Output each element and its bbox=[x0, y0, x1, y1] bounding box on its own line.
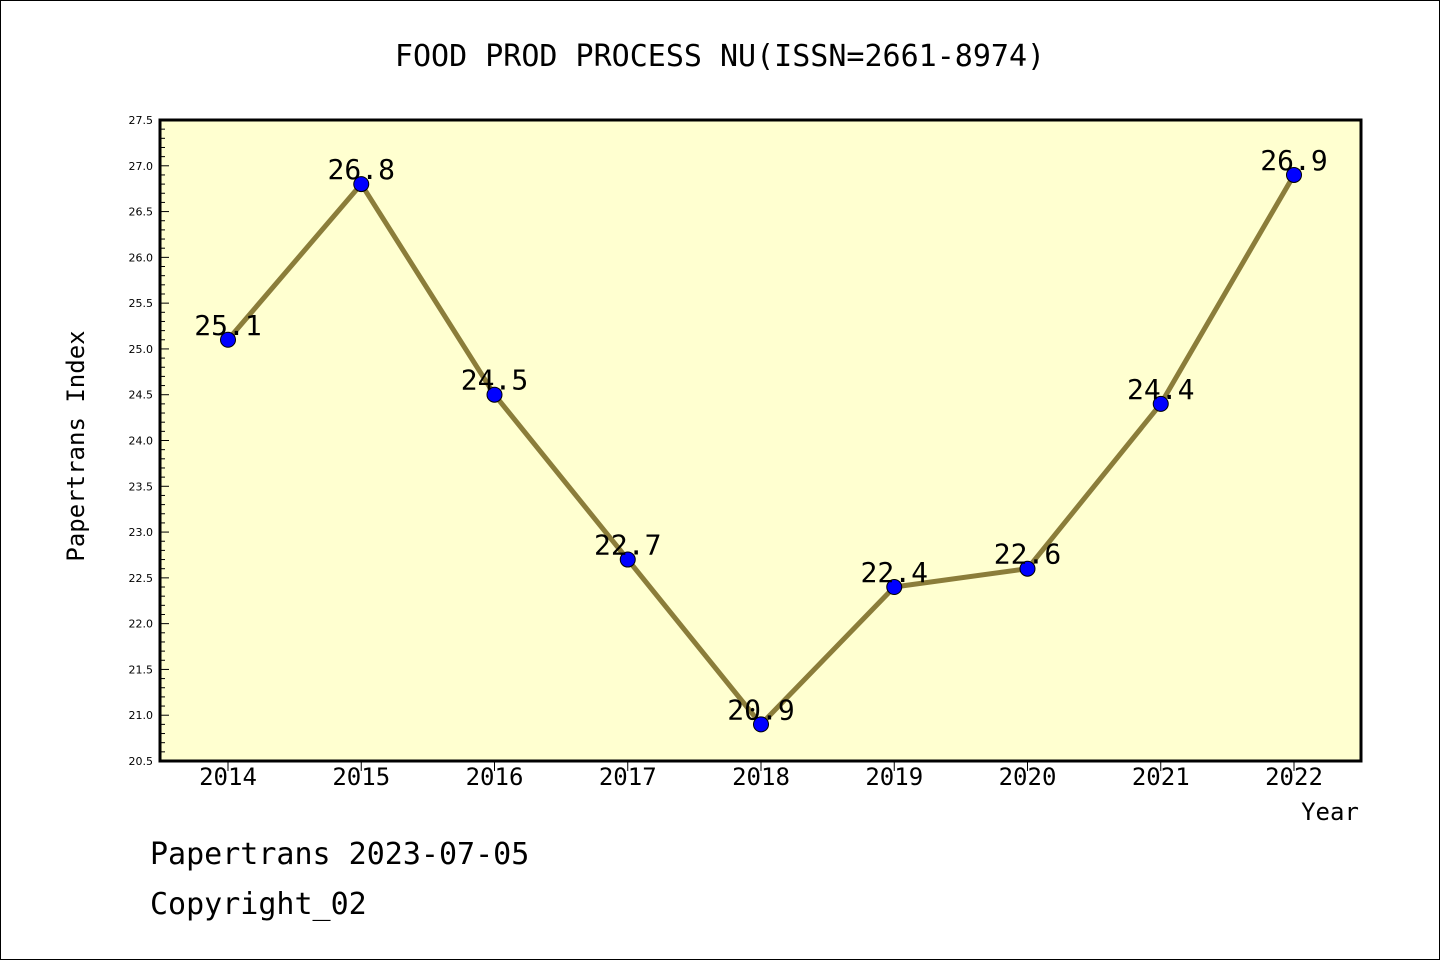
x-tick-label: 2018 bbox=[732, 763, 790, 791]
x-tick-label: 2017 bbox=[599, 763, 657, 791]
y-tick-label: 22.0 bbox=[129, 618, 154, 631]
y-tick-label: 21.0 bbox=[129, 709, 154, 722]
y-tick-label: 25.0 bbox=[129, 343, 154, 356]
data-label: 26.9 bbox=[1260, 144, 1327, 177]
x-axis: 2014 2015 2016 2017 2018 2019 2020 2021 2022 bbox=[199, 761, 1323, 791]
data-label: 22.4 bbox=[861, 556, 928, 589]
footer-date: Papertrans 2023-07-05 bbox=[150, 837, 529, 872]
chart-title: FOOD PROD PROCESS NU(ISSN=2661-8974) bbox=[395, 39, 1045, 74]
y-tick-label: 21.5 bbox=[129, 663, 154, 676]
y-tick-label: 24.0 bbox=[129, 435, 154, 448]
x-tick-label: 2014 bbox=[199, 763, 257, 791]
data-point bbox=[486, 386, 503, 403]
y-tick-label: 26.5 bbox=[129, 206, 154, 219]
data-label: 26.8 bbox=[328, 153, 395, 186]
y-axis: 20.5 21.0 21.5 22.0 22.5 23.0 23.5 24.0 24.5 25.0… bbox=[129, 114, 169, 768]
plot-area bbox=[158, 118, 1363, 763]
data-point bbox=[1019, 560, 1036, 577]
data-point bbox=[753, 716, 769, 733]
data-point bbox=[619, 551, 636, 568]
data-label: 22.7 bbox=[594, 529, 661, 562]
x-tick-label: 2019 bbox=[865, 763, 923, 791]
y-tick-label: 23.0 bbox=[129, 526, 154, 539]
x-tick-label: 2021 bbox=[1132, 763, 1190, 791]
data-point bbox=[886, 579, 903, 596]
data-point bbox=[353, 176, 370, 193]
data-label: 20.9 bbox=[727, 693, 794, 726]
data-point bbox=[1152, 395, 1169, 412]
data-point bbox=[1286, 166, 1302, 183]
x-axis-label: Year bbox=[1301, 798, 1359, 826]
data-label: 22.6 bbox=[994, 538, 1061, 571]
x-tick-label: 2016 bbox=[466, 763, 524, 791]
y-tick-label: 26.0 bbox=[129, 251, 154, 264]
x-tick-label: 2020 bbox=[999, 763, 1057, 791]
y-tick-label: 27.5 bbox=[129, 114, 154, 127]
y-tick-label: 27.0 bbox=[129, 160, 154, 173]
y-tick-label: 20.5 bbox=[129, 755, 154, 768]
x-tick-label: 2015 bbox=[332, 763, 390, 791]
y-tick-label: 25.5 bbox=[129, 297, 154, 310]
data-label: 24.4 bbox=[1127, 373, 1194, 406]
x-tick-label: 2022 bbox=[1265, 763, 1323, 791]
y-tick-label: 23.5 bbox=[129, 480, 154, 493]
y-tick-label: 24.5 bbox=[129, 389, 154, 402]
y-axis-label: Papertrans Index bbox=[62, 330, 90, 561]
footer-copyright: Copyright_02 bbox=[150, 887, 367, 922]
data-point bbox=[220, 331, 236, 348]
y-tick-label: 22.5 bbox=[129, 572, 154, 585]
data-label: 25.1 bbox=[194, 309, 261, 342]
series-markers bbox=[220, 166, 1302, 733]
data-label: 24.5 bbox=[461, 364, 528, 397]
data-labels: 25.1 26.8 24.5 22.7 20.9 22.4 22.6 24.4 26.9 bbox=[194, 144, 1327, 726]
